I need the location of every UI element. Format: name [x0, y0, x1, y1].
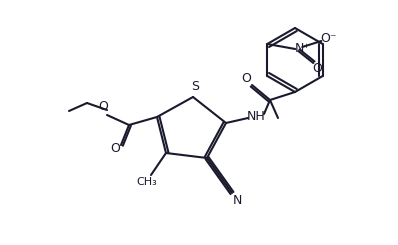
- Text: NH: NH: [247, 110, 265, 122]
- Text: N: N: [232, 194, 242, 207]
- Text: O: O: [110, 143, 120, 156]
- Text: O: O: [98, 100, 108, 113]
- Text: CH₃: CH₃: [137, 177, 157, 187]
- Text: O: O: [312, 61, 322, 74]
- Text: O: O: [241, 73, 251, 86]
- Text: N⁺: N⁺: [294, 41, 310, 54]
- Text: S: S: [191, 81, 199, 94]
- Text: O⁻: O⁻: [320, 33, 337, 46]
